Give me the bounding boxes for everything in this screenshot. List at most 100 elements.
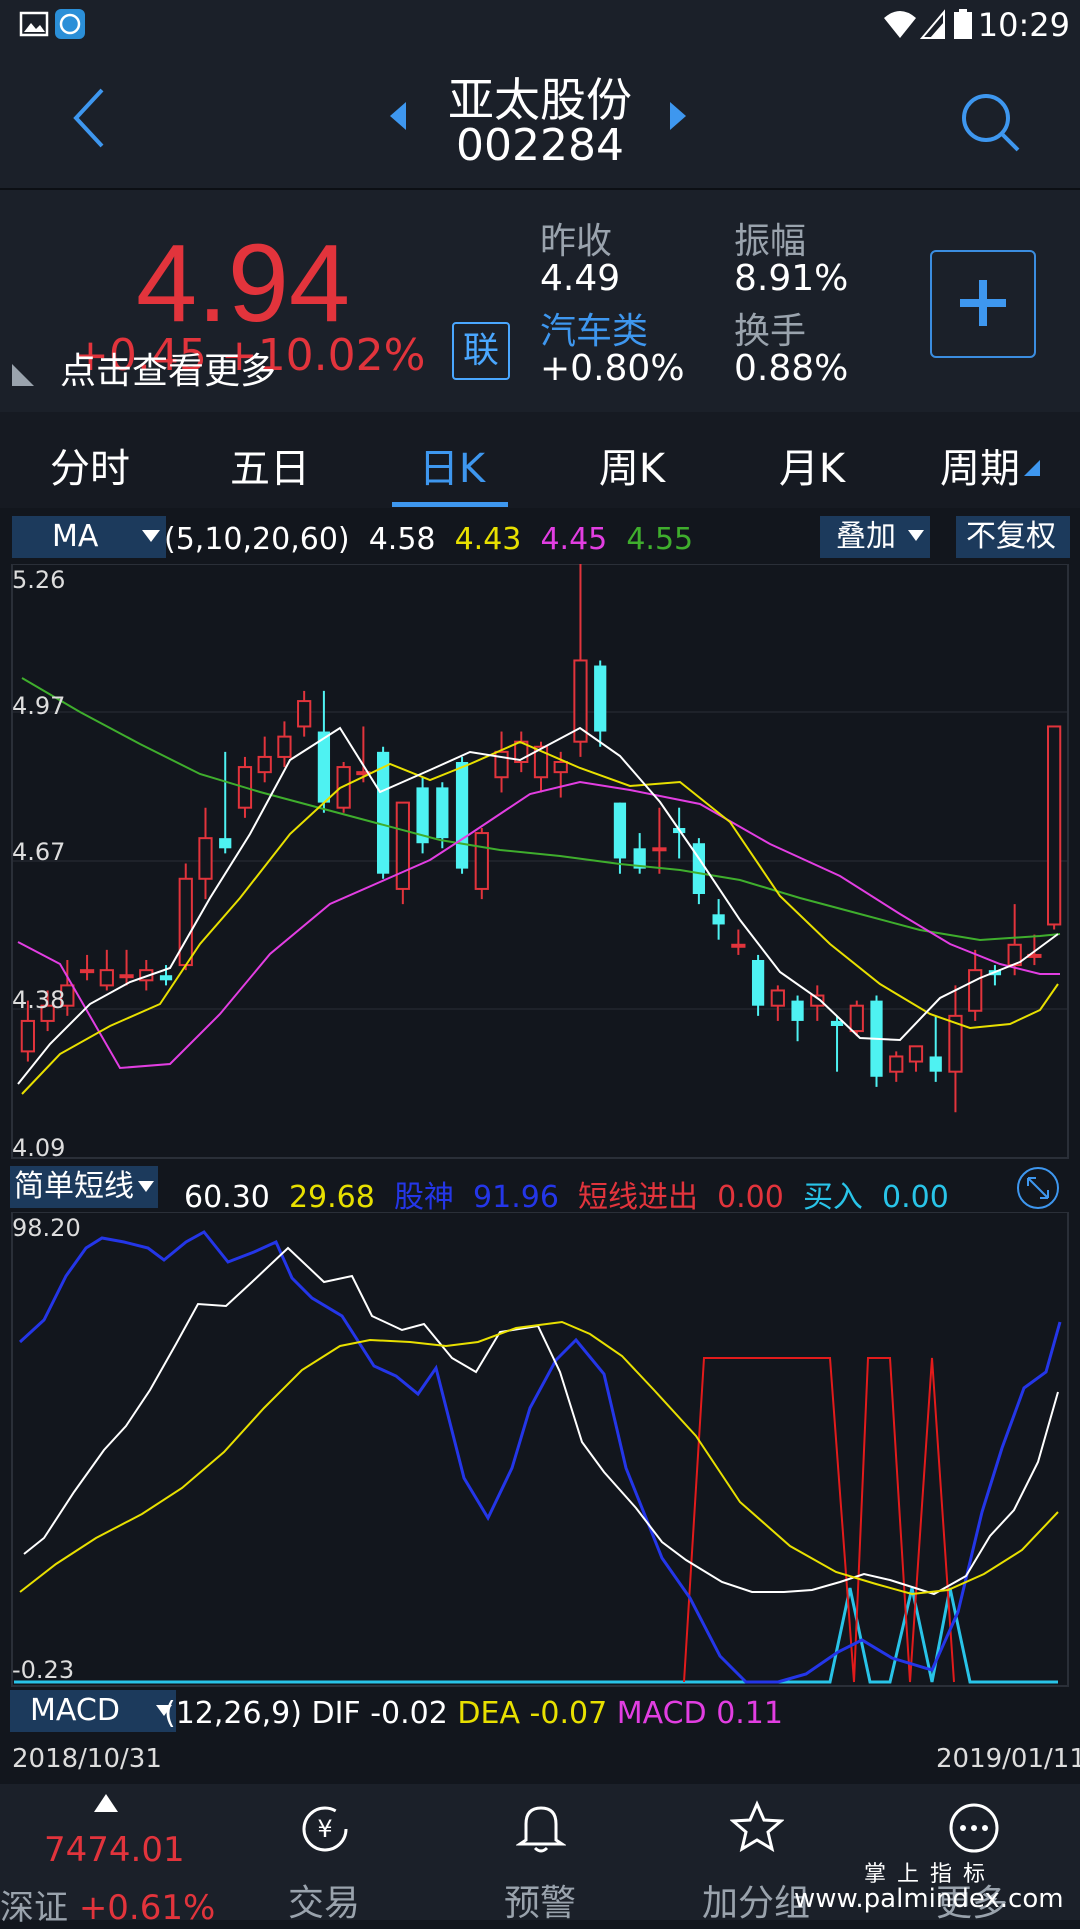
period-tabs: 分时 五日 日K 周K 月K 周期	[0, 412, 1080, 510]
trade-icon: ¥	[302, 1806, 348, 1852]
sub-selector[interactable]: 简单短线	[10, 1166, 158, 1208]
candle-body	[712, 914, 725, 925]
amplitude-label: 振幅	[734, 221, 807, 262]
candle-body	[573, 659, 588, 743]
active-tab-indicator	[392, 502, 508, 507]
sub-axis-bottom: -0.23	[12, 1656, 75, 1684]
nav-alert-label: 预警	[503, 1883, 576, 1924]
watermark-url: www.palmindex.com	[794, 1884, 1064, 1914]
candle-body	[40, 1004, 55, 1022]
quote-panel: 4.94 +0.45 +10.02% 点击查看更多 联 昨收 4.49 汽车类 …	[0, 190, 1080, 412]
turnover-label: 换手	[734, 311, 807, 352]
candle-body	[908, 1045, 924, 1063]
nav-more[interactable]: 更多	[892, 1784, 1052, 1924]
candle-body	[376, 751, 390, 874]
macd-value: 0.11	[716, 1696, 783, 1731]
stock-code: 002284	[456, 120, 624, 171]
ma-values: (5,10,20,60) 4.58 4.43 4.45 4.55	[164, 522, 693, 557]
back-arrow-icon[interactable]	[70, 86, 110, 150]
candle-body	[889, 1055, 904, 1073]
candle-body	[633, 848, 646, 869]
dif-value: -0.02	[370, 1696, 448, 1731]
tab-intraday[interactable]: 分时	[50, 446, 130, 492]
candle-body	[277, 735, 292, 758]
amplitude-value: 8.91%	[734, 258, 849, 299]
ma-selector-label: MA	[52, 519, 99, 554]
end-date: 2019/01/11	[936, 1744, 1080, 1774]
dea-label: DEA	[457, 1696, 520, 1731]
ma60-value: 4.55	[626, 522, 694, 557]
candle-body	[159, 975, 173, 981]
bell-icon	[516, 1806, 566, 1853]
tab-monthly-k[interactable]: 月K	[778, 446, 846, 492]
candles	[20, 564, 1062, 1113]
linked-badge[interactable]: 联	[452, 322, 510, 380]
dif-label: DIF	[311, 1696, 361, 1731]
candle-body	[60, 984, 75, 1007]
ma10-value: 4.43	[454, 522, 522, 557]
tab-five-day[interactable]: 五日	[230, 446, 310, 492]
candle-body	[219, 838, 232, 849]
ma5-line	[17, 726, 1059, 1085]
candle-body	[139, 969, 154, 982]
candle-body	[929, 1056, 942, 1072]
search-icon[interactable]	[958, 90, 1022, 154]
nav-trade-label: 交易	[287, 1883, 360, 1924]
kline-axis-l4: 4.38	[12, 986, 66, 1014]
buy-value: 0.00	[882, 1180, 949, 1215]
nav-watchlist-label: 加分组	[701, 1883, 810, 1924]
index-change: +0.61%	[78, 1888, 216, 1928]
chevron-down-icon	[142, 530, 160, 542]
candle-body	[731, 943, 746, 948]
sub-values: 60.30 29.68 股神 91.96 短线进出 0.00 买入 0.00	[184, 1172, 949, 1216]
candle-body	[198, 837, 213, 880]
gallery-icon	[19, 11, 49, 37]
sub-indicator-chart[interactable]	[0, 1212, 1080, 1688]
start-date: 2018/10/31	[12, 1744, 162, 1774]
add-watchlist-button[interactable]	[930, 250, 1036, 358]
index-name: 深证	[0, 1888, 68, 1928]
index-ticker[interactable]: 7474.01 深证 +0.61%	[0, 1784, 216, 1928]
ma5-value: 4.58	[368, 522, 436, 557]
adjust-label: 不复权	[966, 519, 1056, 554]
macd-params: (12,26,9)	[164, 1696, 302, 1731]
adjust-button[interactable]: 不复权	[956, 516, 1070, 558]
tab-period[interactable]: 周期	[940, 446, 1020, 492]
tab-daily-k[interactable]: 日K	[418, 446, 486, 492]
duanxian-label: 短线进出	[577, 1180, 698, 1215]
overlay-button[interactable]: 叠加	[820, 516, 930, 558]
macd-indicator-bar: MACD (12,26,9) DIF -0.02 DEA -0.07 MACD …	[0, 1690, 1080, 1736]
candle-body	[948, 1014, 963, 1073]
plus-icon	[960, 280, 1006, 326]
candle-body	[553, 761, 568, 774]
candle-body	[474, 832, 489, 890]
ma-params: (5,10,20,60)	[164, 522, 350, 557]
sub-indicator-bar: 简单短线 60.30 29.68 股神 91.96 短线进出 0.00 买入 0…	[0, 1166, 1080, 1215]
kline-chart[interactable]	[0, 564, 1080, 1160]
yellow-line	[19, 1320, 1059, 1596]
overlay-label: 叠加	[836, 519, 896, 554]
ma-lines	[17, 677, 1061, 1095]
clock: 10:29	[977, 6, 1070, 44]
ma20-line	[17, 780, 1060, 1070]
candle-body	[652, 847, 667, 852]
candle-body	[830, 1020, 844, 1026]
sector-label[interactable]: 汽车类	[540, 311, 649, 352]
kline-axis-bottom: 4.09	[12, 1134, 66, 1162]
next-stock-icon[interactable]	[668, 100, 688, 132]
nav-watchlist[interactable]: 加分组	[676, 1784, 836, 1924]
nav-alert[interactable]: 预警	[460, 1784, 620, 1924]
candle-body	[533, 745, 549, 779]
macd-selector[interactable]: MACD	[10, 1690, 176, 1732]
ma60-line	[21, 677, 1061, 942]
nav-trade[interactable]: ¥ 交易	[244, 1784, 404, 1924]
prev-stock-icon[interactable]	[388, 100, 408, 132]
tab-weekly-k[interactable]: 周K	[598, 446, 666, 492]
white-line	[23, 1246, 1059, 1596]
expand-icon[interactable]	[1016, 1166, 1060, 1210]
candle-body	[770, 989, 785, 1007]
candle-body	[119, 974, 134, 979]
dea-value: -0.07	[529, 1696, 608, 1731]
view-more-link[interactable]: 点击查看更多	[60, 351, 277, 392]
ma-selector[interactable]: MA	[12, 516, 166, 558]
